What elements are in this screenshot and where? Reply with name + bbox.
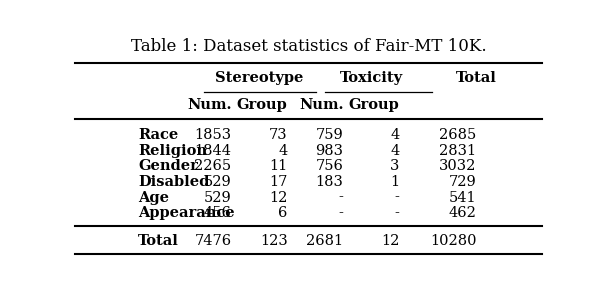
Text: 4: 4 (390, 144, 400, 158)
Text: Num.: Num. (299, 98, 344, 112)
Text: 529: 529 (204, 175, 232, 189)
Text: 1: 1 (390, 175, 400, 189)
Text: 4: 4 (278, 144, 288, 158)
Text: 4: 4 (390, 128, 400, 142)
Text: 462: 462 (448, 206, 477, 220)
Text: 3: 3 (390, 159, 400, 173)
Text: Religion: Religion (138, 144, 207, 158)
Text: Disabled: Disabled (138, 175, 209, 189)
Text: 541: 541 (449, 190, 477, 204)
Text: 7476: 7476 (194, 234, 232, 248)
Text: 756: 756 (315, 159, 344, 173)
Text: -: - (339, 190, 344, 204)
Text: 1853: 1853 (194, 128, 232, 142)
Text: 17: 17 (269, 175, 288, 189)
Text: 759: 759 (316, 128, 344, 142)
Text: 12: 12 (269, 190, 288, 204)
Text: 729: 729 (448, 175, 477, 189)
Text: Total: Total (456, 72, 497, 85)
Text: 12: 12 (381, 234, 400, 248)
Text: 2685: 2685 (439, 128, 477, 142)
Text: 983: 983 (315, 144, 344, 158)
Text: 1844: 1844 (194, 144, 232, 158)
Text: Total: Total (138, 234, 179, 248)
Text: 3032: 3032 (439, 159, 477, 173)
Text: 6: 6 (278, 206, 288, 220)
Text: 11: 11 (269, 159, 288, 173)
Text: Race: Race (138, 128, 178, 142)
Text: 10280: 10280 (430, 234, 477, 248)
Text: 529: 529 (204, 190, 232, 204)
Text: Group: Group (237, 98, 288, 112)
Text: 73: 73 (269, 128, 288, 142)
Text: 2681: 2681 (306, 234, 344, 248)
Text: -: - (395, 206, 400, 220)
Text: 183: 183 (315, 175, 344, 189)
Text: 2831: 2831 (439, 144, 477, 158)
Text: Age: Age (138, 190, 169, 204)
Text: Appearance: Appearance (138, 206, 235, 220)
Text: Toxicity: Toxicity (340, 72, 403, 85)
Text: 456: 456 (203, 206, 232, 220)
Text: Num.: Num. (187, 98, 232, 112)
Text: Group: Group (349, 98, 400, 112)
Text: -: - (395, 190, 400, 204)
Text: Stereotype: Stereotype (216, 72, 304, 85)
Text: Gender: Gender (138, 159, 198, 173)
Text: Table 1: Dataset statistics of Fair-MT 10K.: Table 1: Dataset statistics of Fair-MT 1… (131, 38, 486, 55)
Text: 2265: 2265 (194, 159, 232, 173)
Text: -: - (339, 206, 344, 220)
Text: 123: 123 (260, 234, 288, 248)
